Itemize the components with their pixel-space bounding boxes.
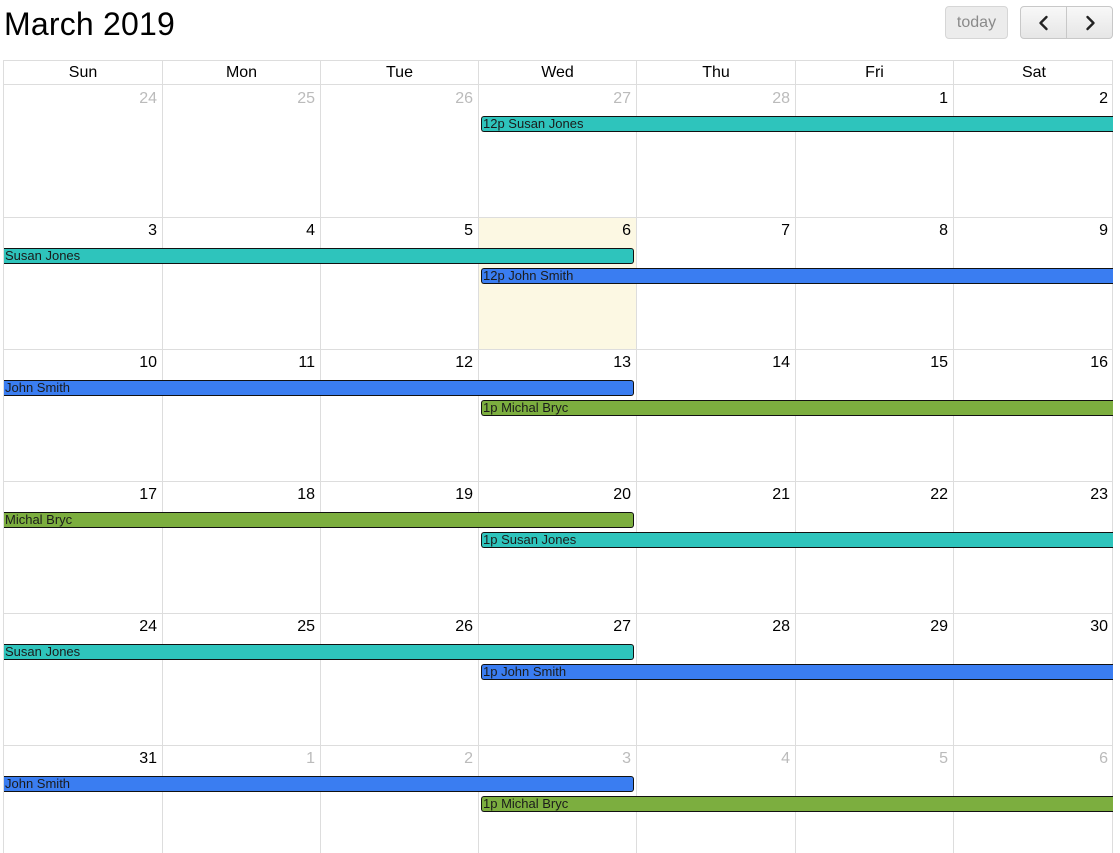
day-number[interactable]: 5: [939, 750, 948, 767]
day-number[interactable]: 29: [930, 618, 948, 635]
day-number[interactable]: 20: [613, 486, 631, 503]
day-number[interactable]: 2: [1099, 90, 1108, 107]
day-number[interactable]: 22: [930, 486, 948, 503]
day-number[interactable]: 25: [297, 618, 315, 635]
calendar-event[interactable]: Susan Jones: [4, 248, 634, 264]
day-number[interactable]: 19: [455, 486, 473, 503]
month-calendar: Sun Mon Tue Wed Thu Fri Sat 24 25 26 27 28 1 2 3 4 5 6 7 8…: [3, 60, 1113, 853]
grid-row-divider: [3, 613, 1113, 614]
day-number[interactable]: 25: [297, 90, 315, 107]
day-number[interactable]: 13: [613, 354, 631, 371]
day-number[interactable]: 15: [930, 354, 948, 371]
month-grid: 24 25 26 27 28 1 2 3 4 5 6 7 8 9 10 11 12 13 14 15 16 17 18 19 2…: [3, 85, 1113, 853]
grid-column-divider: [636, 85, 637, 853]
day-number[interactable]: 17: [139, 486, 157, 503]
calendar-event[interactable]: Michal Bryc: [4, 512, 634, 528]
day-number[interactable]: 5: [464, 222, 473, 239]
day-number[interactable]: 10: [139, 354, 157, 371]
day-number[interactable]: 24: [139, 618, 157, 635]
day-number[interactable]: 30: [1090, 618, 1108, 635]
next-month-button[interactable]: [1066, 6, 1113, 39]
day-number[interactable]: 8: [939, 222, 948, 239]
chevron-left-icon: [1038, 15, 1048, 30]
day-number[interactable]: 26: [455, 90, 473, 107]
calendar-event[interactable]: Susan Jones: [4, 644, 634, 660]
grid-row-divider: [3, 217, 1113, 218]
grid-column-divider: [3, 85, 4, 853]
weekday-tue: Tue: [321, 61, 479, 85]
weekday-wed: Wed: [479, 61, 637, 85]
day-number[interactable]: 23: [1090, 486, 1108, 503]
calendar-event[interactable]: 1p John Smith: [481, 664, 1113, 680]
day-number[interactable]: 2: [464, 750, 473, 767]
day-number[interactable]: 11: [298, 354, 315, 371]
day-number[interactable]: 14: [772, 354, 790, 371]
day-number[interactable]: 18: [297, 486, 315, 503]
calendar-event[interactable]: 12p John Smith: [481, 268, 1113, 284]
calendar-event[interactable]: John Smith: [4, 776, 634, 792]
day-number[interactable]: 16: [1090, 354, 1108, 371]
chevron-right-icon: [1085, 15, 1095, 30]
day-number[interactable]: 27: [613, 90, 631, 107]
day-number[interactable]: 12: [455, 354, 473, 371]
day-number[interactable]: 26: [455, 618, 473, 635]
prev-month-button[interactable]: [1020, 6, 1067, 39]
weekday-header: Sun Mon Tue Wed Thu Fri Sat: [3, 60, 1113, 85]
day-number[interactable]: 1: [306, 750, 315, 767]
weekday-sat: Sat: [1021, 64, 1046, 81]
day-number[interactable]: 4: [306, 222, 315, 239]
grid-column-divider: [478, 85, 479, 853]
weekday-mon: Mon: [163, 61, 321, 85]
grid-row-divider: [3, 349, 1113, 350]
grid-column-divider: [953, 85, 954, 853]
grid-row-divider: [3, 481, 1113, 482]
calendar-event[interactable]: 1p Michal Bryc: [481, 796, 1113, 812]
day-number[interactable]: 28: [772, 618, 790, 635]
grid-column-divider: [795, 85, 796, 853]
weekday-sun: Sun: [4, 61, 163, 85]
day-number[interactable]: 7: [781, 222, 790, 239]
grid-row-divider: [3, 745, 1113, 746]
today-button[interactable]: today: [945, 6, 1008, 39]
day-number[interactable]: 4: [781, 750, 790, 767]
day-number[interactable]: 6: [622, 222, 631, 239]
day-number[interactable]: 3: [148, 222, 157, 239]
page-title: March 2019: [4, 6, 175, 42]
weekday-fri: Fri: [796, 61, 954, 85]
day-number[interactable]: 28: [772, 90, 790, 107]
day-number[interactable]: 3: [622, 750, 631, 767]
day-number[interactable]: 31: [139, 750, 157, 767]
calendar-event[interactable]: John Smith: [4, 380, 634, 396]
grid-column-divider: [1112, 85, 1113, 853]
day-number[interactable]: 24: [139, 90, 157, 107]
day-number[interactable]: 9: [1099, 222, 1108, 239]
grid-column-divider: [320, 85, 321, 853]
day-number[interactable]: 27: [613, 618, 631, 635]
calendar-event[interactable]: 1p Michal Bryc: [481, 400, 1113, 416]
day-number[interactable]: 1: [939, 90, 948, 107]
calendar-event[interactable]: 1p Susan Jones: [481, 532, 1113, 548]
day-number[interactable]: 6: [1099, 750, 1108, 767]
weekday-thu: Thu: [637, 61, 796, 85]
grid-column-divider: [162, 85, 163, 853]
calendar-event[interactable]: 12p Susan Jones: [481, 116, 1113, 132]
day-number[interactable]: 21: [772, 486, 790, 503]
